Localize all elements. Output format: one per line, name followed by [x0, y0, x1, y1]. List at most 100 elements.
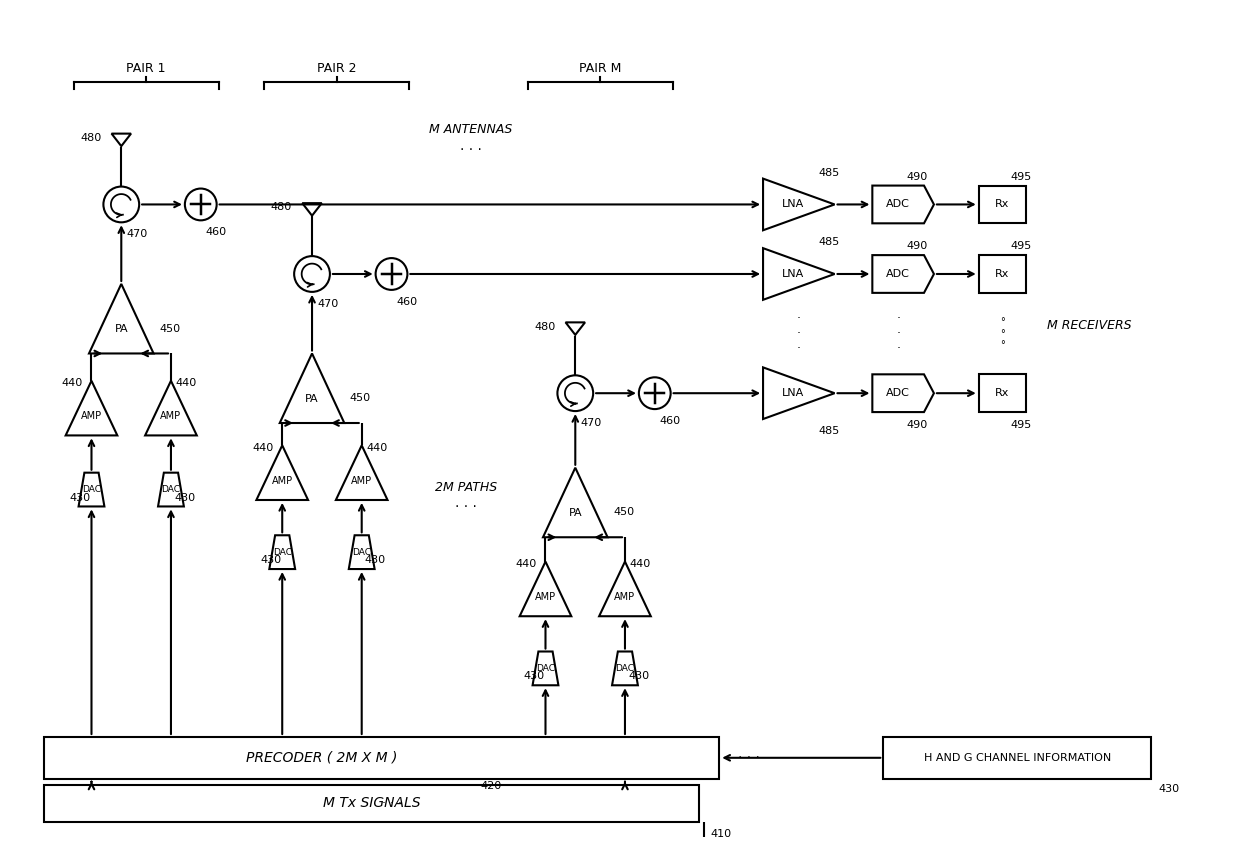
Text: AMP: AMP	[81, 411, 102, 421]
Polygon shape	[280, 354, 345, 423]
Text: PA: PA	[305, 393, 319, 404]
Text: DAC: DAC	[82, 485, 100, 494]
Circle shape	[639, 377, 671, 409]
Text: 485: 485	[818, 237, 839, 248]
Polygon shape	[763, 179, 835, 231]
Text: 440: 440	[62, 378, 83, 388]
Text: 460: 460	[397, 297, 418, 307]
Text: 480: 480	[81, 133, 102, 142]
Polygon shape	[257, 445, 308, 500]
Text: 470: 470	[126, 229, 148, 239]
Text: AMP: AMP	[272, 476, 293, 486]
Text: AMP: AMP	[534, 592, 556, 602]
Circle shape	[103, 187, 139, 222]
Text: 430: 430	[1159, 784, 1180, 794]
Text: 460: 460	[206, 227, 227, 237]
Text: °
°
°: ° ° °	[1001, 317, 1004, 350]
Circle shape	[558, 376, 593, 411]
Text: M RECEIVERS: M RECEIVERS	[1048, 319, 1132, 332]
Text: LNA: LNA	[782, 199, 805, 209]
Polygon shape	[599, 561, 651, 616]
Text: 495: 495	[1011, 241, 1032, 251]
Text: 485: 485	[818, 426, 839, 436]
Text: 440: 440	[516, 559, 537, 569]
Text: 430: 430	[260, 555, 281, 565]
Text: 430: 430	[365, 555, 386, 565]
Text: AMP: AMP	[160, 411, 181, 421]
Text: ADC: ADC	[887, 269, 910, 279]
Text: 440: 440	[367, 443, 388, 453]
Polygon shape	[269, 535, 295, 569]
Text: 450: 450	[613, 507, 634, 517]
Polygon shape	[520, 561, 572, 616]
Text: LNA: LNA	[782, 388, 805, 399]
Polygon shape	[532, 651, 558, 685]
Text: 450: 450	[159, 324, 180, 333]
Text: 2M PATHS: 2M PATHS	[435, 481, 497, 494]
Polygon shape	[543, 468, 608, 538]
Polygon shape	[89, 284, 154, 354]
Text: ADC: ADC	[887, 199, 910, 209]
Text: PA: PA	[114, 324, 128, 334]
Text: PAIR 1: PAIR 1	[126, 62, 166, 75]
Text: LNA: LNA	[782, 269, 805, 279]
Text: Rx: Rx	[996, 388, 1009, 399]
Polygon shape	[66, 381, 118, 435]
Text: ·
·
·: · · ·	[897, 312, 900, 355]
Text: ·
·
·: · · ·	[797, 312, 801, 355]
Text: 450: 450	[350, 393, 371, 403]
Bar	[883, 737, 1152, 778]
Polygon shape	[872, 186, 934, 223]
Polygon shape	[872, 374, 934, 412]
Bar	[43, 737, 719, 778]
Text: AMP: AMP	[351, 476, 372, 486]
Text: DAC: DAC	[161, 485, 181, 494]
Text: ADC: ADC	[887, 388, 910, 399]
Text: 440: 440	[630, 559, 651, 569]
Bar	[978, 374, 1027, 412]
Polygon shape	[145, 381, 197, 435]
Circle shape	[376, 258, 408, 290]
Text: PAIR 2: PAIR 2	[317, 62, 357, 75]
Text: · · ·: · · ·	[455, 500, 477, 515]
Text: 430: 430	[174, 493, 195, 503]
Text: DAC: DAC	[273, 548, 291, 556]
Text: 470: 470	[317, 298, 339, 309]
Text: 490: 490	[906, 420, 928, 430]
Text: 430: 430	[627, 672, 649, 681]
Text: 480: 480	[270, 203, 293, 213]
Text: 480: 480	[534, 321, 556, 332]
Text: PA: PA	[568, 508, 582, 518]
Circle shape	[294, 256, 330, 292]
Text: Rx: Rx	[996, 199, 1009, 209]
Text: 490: 490	[906, 241, 928, 251]
Polygon shape	[348, 535, 374, 569]
Text: · · ·: · · ·	[382, 797, 402, 810]
Text: Rx: Rx	[996, 269, 1009, 279]
Text: · · ·: · · ·	[738, 750, 760, 765]
Text: 430: 430	[69, 493, 91, 503]
Text: H AND G CHANNEL INFORMATION: H AND G CHANNEL INFORMATION	[924, 753, 1111, 763]
Text: PRECODER ( 2M X M ): PRECODER ( 2M X M )	[247, 750, 398, 765]
Text: 440: 440	[253, 443, 274, 453]
Text: DAC: DAC	[536, 664, 556, 673]
Text: 490: 490	[906, 171, 928, 181]
Polygon shape	[112, 134, 131, 146]
Text: 495: 495	[1011, 171, 1032, 181]
Text: 470: 470	[580, 418, 601, 428]
Text: DAC: DAC	[352, 548, 371, 556]
Text: 430: 430	[523, 672, 544, 681]
Text: 410: 410	[711, 829, 732, 840]
Polygon shape	[78, 472, 104, 506]
Text: 460: 460	[660, 416, 681, 426]
Text: · · ·: · · ·	[460, 142, 482, 157]
Bar	[978, 255, 1027, 293]
Polygon shape	[565, 322, 585, 335]
Polygon shape	[763, 248, 835, 300]
Text: M ANTENNAS: M ANTENNAS	[429, 124, 512, 137]
Circle shape	[185, 188, 217, 220]
Bar	[43, 784, 699, 823]
Polygon shape	[613, 651, 637, 685]
Text: 420: 420	[480, 781, 501, 790]
Polygon shape	[336, 445, 388, 500]
